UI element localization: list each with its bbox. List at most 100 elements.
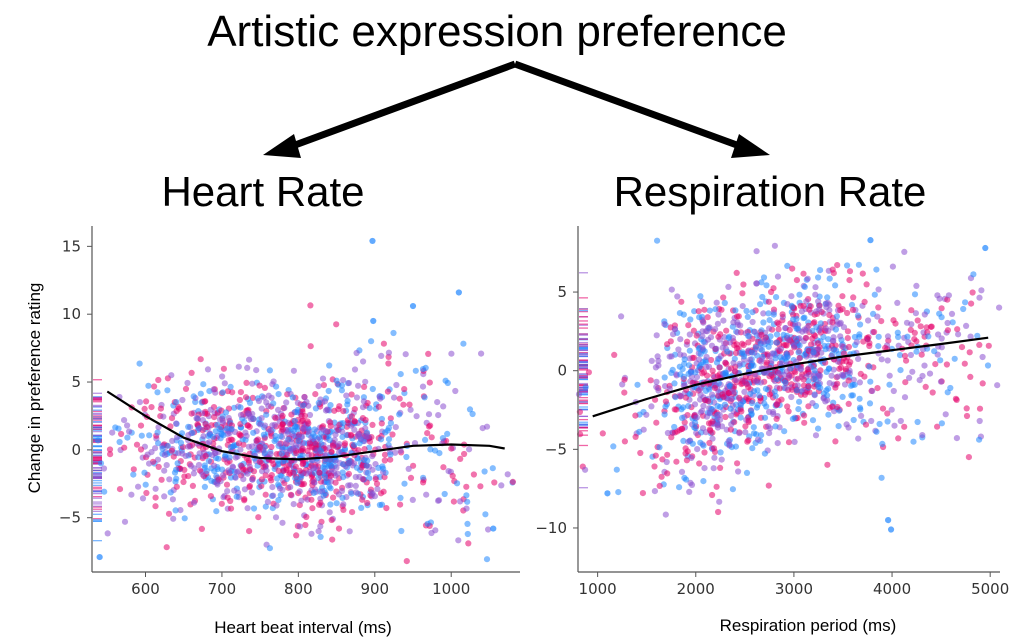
scatter-point bbox=[760, 319, 767, 326]
scatter-point bbox=[164, 387, 171, 394]
scatter-point bbox=[315, 528, 322, 535]
scatter-point bbox=[938, 420, 946, 427]
scatter-point bbox=[450, 498, 457, 505]
scatter-point bbox=[734, 329, 741, 336]
scatter-point bbox=[406, 401, 413, 408]
scatter-point bbox=[743, 307, 750, 315]
scatter-point bbox=[891, 422, 898, 429]
scatter-point bbox=[874, 385, 881, 392]
scatter-point bbox=[664, 451, 671, 458]
scatter-point bbox=[185, 432, 192, 439]
scatter-point bbox=[375, 403, 382, 410]
scatter-point bbox=[740, 353, 748, 360]
scatter-point bbox=[770, 408, 777, 416]
scatter-point bbox=[327, 402, 334, 409]
scatter-point bbox=[116, 438, 123, 446]
scatter-point bbox=[769, 350, 776, 357]
scatter-point bbox=[210, 386, 217, 393]
scatter-points bbox=[575, 237, 1003, 533]
scatter-point bbox=[890, 387, 897, 395]
scatter-point bbox=[236, 396, 243, 404]
scatter-point bbox=[696, 356, 703, 363]
scatter-point bbox=[717, 449, 724, 456]
scatter-point bbox=[806, 371, 813, 378]
scatter-point bbox=[440, 464, 447, 471]
scatter-point bbox=[908, 307, 915, 314]
scatter-point bbox=[802, 327, 809, 334]
scatter-point bbox=[173, 420, 180, 427]
scatter-point bbox=[422, 364, 429, 371]
scatter-point bbox=[901, 394, 909, 401]
scatter-point bbox=[197, 356, 204, 363]
scatter-point bbox=[720, 294, 727, 301]
scatter-point bbox=[326, 362, 333, 369]
scatter-point bbox=[182, 385, 190, 392]
scatter-point bbox=[115, 425, 122, 432]
scatter-point bbox=[275, 391, 282, 398]
x-tick-label: 3000 bbox=[775, 580, 813, 598]
scatter-point bbox=[279, 486, 286, 493]
x-tick-label: 4000 bbox=[873, 580, 911, 598]
scatter-point bbox=[727, 426, 735, 433]
scatter-point bbox=[825, 366, 832, 373]
scatter-point bbox=[825, 411, 832, 418]
figure-title: Artistic expression preference bbox=[207, 7, 787, 56]
scatter-point bbox=[126, 428, 133, 435]
scatter-point bbox=[686, 391, 694, 398]
scatter-point bbox=[822, 346, 829, 353]
scatter-point bbox=[705, 398, 712, 405]
scatter-point bbox=[902, 379, 909, 386]
x-axis-label: Respiration period (ms) bbox=[720, 616, 897, 635]
scatter-point bbox=[662, 383, 669, 390]
scatter-point bbox=[426, 379, 433, 386]
scatter-point bbox=[673, 458, 680, 465]
scatter-point bbox=[924, 345, 931, 352]
scatter-point bbox=[275, 497, 282, 504]
scatter-point bbox=[262, 491, 269, 498]
scatter-point bbox=[753, 280, 760, 287]
scatter-point bbox=[699, 333, 706, 340]
scatter-point bbox=[811, 367, 818, 374]
scatter-point bbox=[173, 483, 180, 490]
scatter-point bbox=[300, 402, 307, 409]
scatter-point bbox=[249, 476, 256, 483]
scatter-point bbox=[621, 438, 629, 445]
scatter-point bbox=[307, 302, 314, 309]
scatter-point bbox=[303, 470, 310, 477]
scatter-point bbox=[637, 449, 644, 457]
scatter-point bbox=[859, 270, 866, 277]
scatter-point bbox=[676, 484, 683, 491]
scatter-point bbox=[968, 300, 975, 307]
scatter-point bbox=[469, 410, 476, 418]
scatter-point bbox=[772, 423, 779, 430]
scatter-point bbox=[154, 389, 161, 396]
scatter-point bbox=[760, 338, 768, 345]
scatter-point bbox=[896, 352, 904, 359]
scatter-point bbox=[832, 438, 839, 445]
scatter-point bbox=[324, 406, 331, 414]
scatter-point bbox=[167, 489, 174, 496]
scatter-point bbox=[299, 461, 306, 468]
scatter-point bbox=[811, 392, 818, 399]
scatter-point bbox=[189, 482, 196, 489]
scatter-point bbox=[311, 426, 318, 433]
scatter-point bbox=[709, 367, 716, 374]
y-tick-label: 15 bbox=[62, 237, 81, 255]
scatter-point bbox=[774, 440, 781, 447]
scatter-point bbox=[279, 426, 286, 433]
scatter-point bbox=[200, 433, 207, 440]
scatter-point bbox=[351, 426, 358, 433]
scatter-point bbox=[761, 450, 769, 457]
scatter-point bbox=[639, 490, 647, 497]
scatter-point bbox=[843, 421, 850, 428]
scatter-point bbox=[687, 316, 694, 323]
scatter-point bbox=[791, 438, 798, 445]
scatter-point bbox=[335, 406, 342, 413]
scatter-point bbox=[155, 376, 162, 384]
scatter-point bbox=[921, 311, 928, 318]
scatter-point bbox=[729, 486, 737, 493]
scatter-point bbox=[299, 433, 306, 440]
scatter-point bbox=[256, 458, 263, 465]
scatter-point bbox=[824, 461, 831, 468]
scatter-point bbox=[917, 323, 924, 330]
